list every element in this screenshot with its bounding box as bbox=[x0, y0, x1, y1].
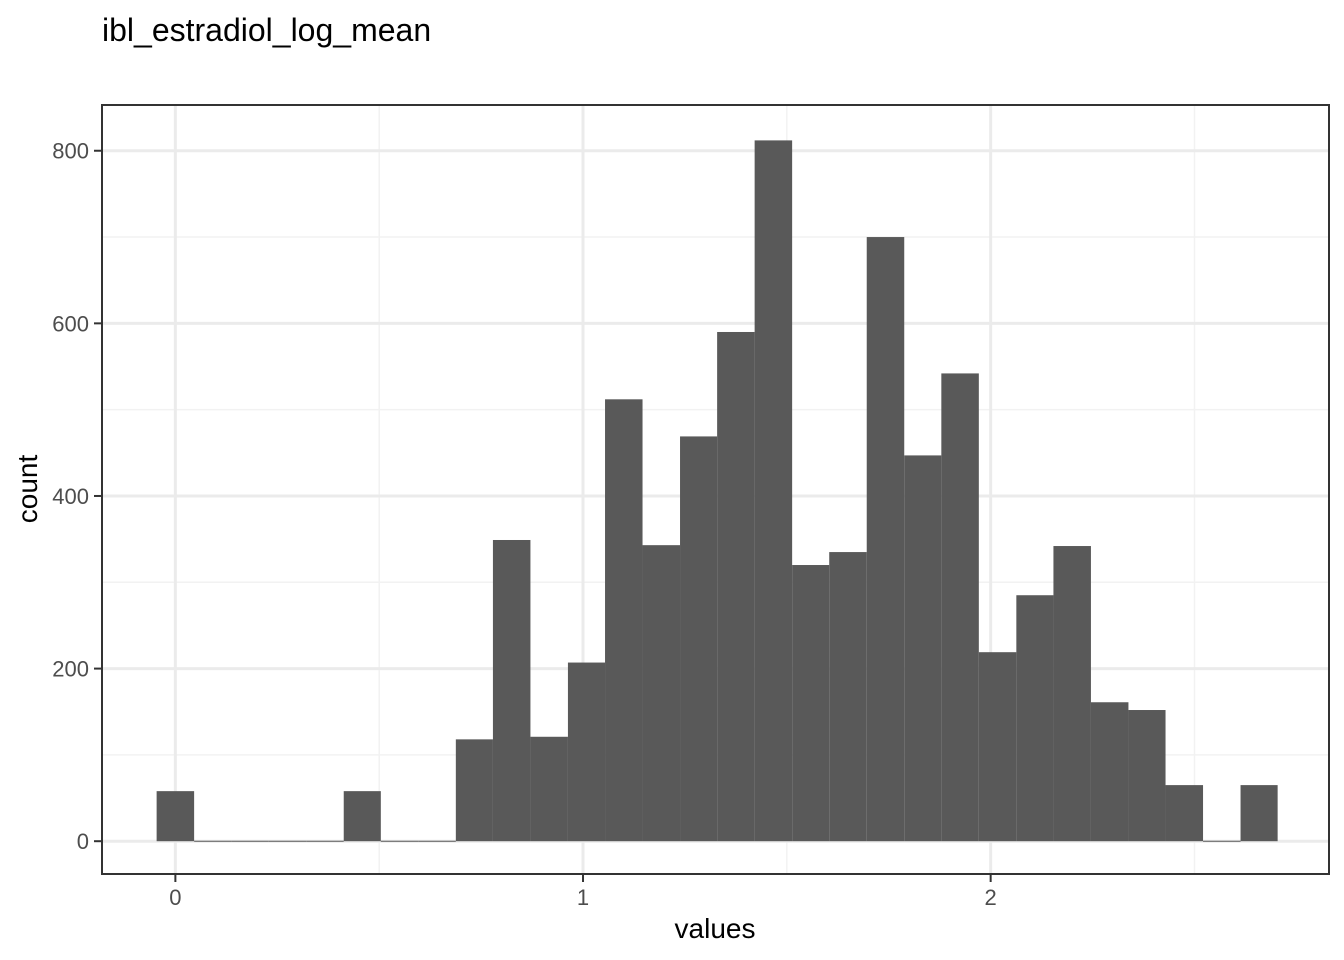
histogram-bar bbox=[792, 565, 830, 842]
y-axis-ticks: 0 200 400 600 800 bbox=[52, 139, 102, 854]
histogram-bar bbox=[156, 791, 195, 842]
histogram-bar bbox=[605, 399, 643, 842]
x-tick-label: 0 bbox=[169, 885, 181, 910]
histogram-bar bbox=[978, 652, 1017, 842]
x-tick-label: 1 bbox=[577, 885, 589, 910]
histogram-bar bbox=[455, 739, 493, 842]
histogram-bar bbox=[1240, 785, 1278, 842]
histogram-bar bbox=[1128, 710, 1166, 842]
histogram-bar bbox=[343, 791, 381, 842]
histogram-bar bbox=[530, 736, 568, 842]
histogram-bar bbox=[567, 662, 606, 842]
histogram-bar bbox=[829, 552, 867, 842]
histogram-bar bbox=[904, 455, 942, 842]
y-tick-label: 0 bbox=[77, 829, 89, 854]
y-tick-label: 400 bbox=[52, 484, 89, 509]
histogram-bar bbox=[866, 237, 905, 842]
y-axis-title: count bbox=[12, 455, 43, 524]
panel-border bbox=[101, 104, 1330, 875]
chart-title: ibl_estradiol_log_mean bbox=[102, 12, 431, 48]
histogram-bar bbox=[680, 436, 718, 842]
histogram-bar bbox=[717, 331, 755, 842]
y-tick-label: 600 bbox=[52, 311, 89, 336]
histogram-bar bbox=[1165, 785, 1204, 842]
histogram-bar bbox=[1016, 595, 1054, 842]
histogram-bar bbox=[941, 373, 979, 842]
histogram-bar bbox=[754, 140, 793, 842]
histogram-bar bbox=[1053, 546, 1091, 842]
x-axis-ticks: 0 1 2 bbox=[169, 874, 997, 910]
x-tick-label: 2 bbox=[985, 885, 997, 910]
histogram-bar bbox=[492, 539, 531, 842]
histogram-bar bbox=[642, 545, 681, 842]
histogram-bars bbox=[156, 140, 1278, 842]
histogram-bar bbox=[1090, 702, 1129, 842]
y-tick-label: 800 bbox=[52, 139, 89, 164]
y-tick-label: 200 bbox=[52, 657, 89, 682]
x-axis-title: values bbox=[675, 913, 756, 944]
